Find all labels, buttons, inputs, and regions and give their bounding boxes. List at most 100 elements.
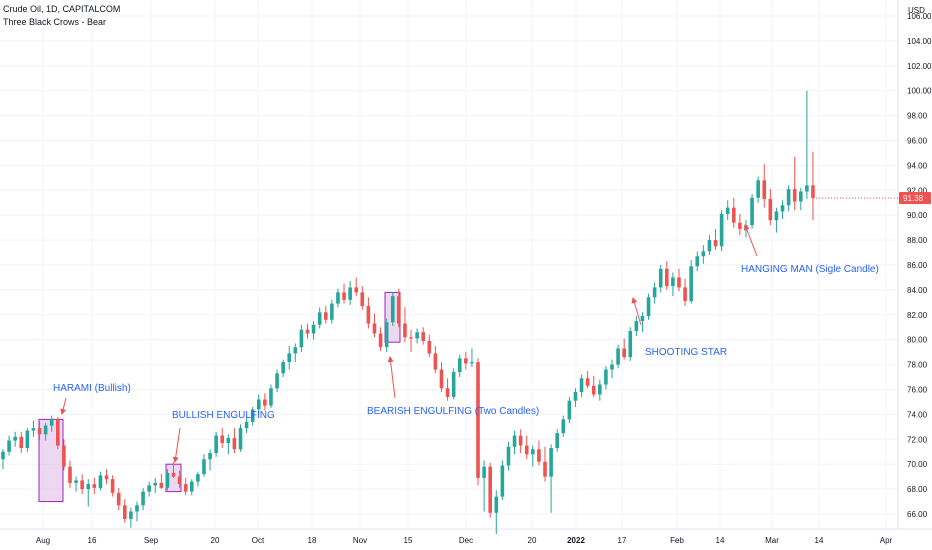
candle[interactable] bbox=[141, 487, 145, 511]
candle[interactable] bbox=[354, 277, 359, 297]
candle[interactable] bbox=[232, 428, 237, 453]
candle[interactable] bbox=[634, 316, 639, 336]
candle[interactable] bbox=[585, 370, 590, 389]
price-axis[interactable]: 66.00 68.00 70.00 72.00 74.00 76.00 78.00 80.00… bbox=[897, 0, 932, 550]
candle[interactable] bbox=[598, 379, 602, 401]
candle[interactable] bbox=[62, 439, 66, 471]
candle[interactable] bbox=[317, 307, 322, 329]
candle[interactable] bbox=[208, 449, 212, 471]
candle[interactable] bbox=[7, 435, 11, 456]
candle[interactable] bbox=[269, 384, 273, 409]
candle[interactable] bbox=[658, 265, 663, 293]
candle[interactable] bbox=[159, 474, 164, 490]
candle[interactable] bbox=[214, 431, 218, 457]
candle[interactable] bbox=[701, 245, 706, 264]
candle[interactable] bbox=[68, 460, 72, 488]
candle[interactable] bbox=[421, 327, 426, 345]
candle[interactable] bbox=[238, 424, 243, 452]
candle[interactable] bbox=[342, 283, 346, 304]
candle[interactable] bbox=[591, 375, 596, 397]
candle[interactable] bbox=[792, 156, 797, 211]
candle[interactable] bbox=[1, 449, 5, 470]
annotation-label[interactable]: HANGING MAN (Sigle Candle) bbox=[741, 264, 879, 275]
candle[interactable] bbox=[786, 185, 791, 212]
candle[interactable] bbox=[360, 286, 365, 310]
candle[interactable] bbox=[555, 429, 559, 452]
candle[interactable] bbox=[299, 324, 304, 353]
candle[interactable] bbox=[518, 429, 523, 453]
candle[interactable] bbox=[628, 327, 633, 361]
candle[interactable] bbox=[189, 479, 194, 496]
candle[interactable] bbox=[677, 268, 681, 292]
annotation-label[interactable]: HARAMI (Bullish) bbox=[53, 383, 131, 394]
candle[interactable] bbox=[110, 475, 115, 497]
candle[interactable] bbox=[652, 282, 657, 304]
candle[interactable] bbox=[336, 288, 340, 308]
candle[interactable] bbox=[482, 460, 486, 512]
candle[interactable] bbox=[488, 462, 492, 518]
candle[interactable] bbox=[689, 260, 693, 304]
candle[interactable] bbox=[244, 415, 249, 434]
candle[interactable] bbox=[311, 321, 316, 340]
candle[interactable] bbox=[25, 428, 30, 452]
candle[interactable] bbox=[366, 297, 371, 329]
time-axis[interactable]: Aug 16 Sep 20 Oct 18 Nov 15 Dec 20 2022 17 Feb 14 Mar 1… bbox=[0, 528, 932, 545]
candle[interactable] bbox=[537, 440, 541, 466]
candle[interactable] bbox=[123, 499, 127, 523]
candle[interactable] bbox=[500, 460, 505, 501]
candle[interactable] bbox=[177, 470, 182, 488]
candle[interactable] bbox=[37, 421, 42, 441]
candle[interactable] bbox=[98, 471, 103, 491]
candle[interactable] bbox=[470, 348, 474, 368]
candle[interactable] bbox=[275, 369, 279, 392]
candle[interactable] bbox=[439, 362, 444, 392]
candle[interactable] bbox=[305, 323, 310, 339]
candle[interactable] bbox=[640, 312, 645, 333]
candle[interactable] bbox=[457, 354, 462, 378]
candle[interactable] bbox=[86, 479, 91, 507]
candle[interactable] bbox=[43, 423, 48, 441]
candle[interactable] bbox=[768, 189, 773, 226]
candle[interactable] bbox=[13, 431, 17, 447]
candle[interactable] bbox=[707, 235, 712, 256]
candle[interactable] bbox=[567, 396, 572, 424]
candle[interactable] bbox=[610, 359, 614, 379]
candle[interactable] bbox=[330, 299, 334, 324]
candle[interactable] bbox=[713, 228, 718, 251]
candle[interactable] bbox=[695, 251, 700, 272]
candle[interactable] bbox=[196, 471, 200, 487]
candle[interactable] bbox=[427, 334, 432, 358]
candle[interactable] bbox=[287, 345, 292, 370]
annotation-label[interactable]: BEARISH ENGULFING (Two Candles) bbox=[367, 406, 539, 417]
candle[interactable] bbox=[165, 469, 170, 491]
candle[interactable] bbox=[506, 441, 511, 471]
candle[interactable] bbox=[573, 388, 578, 407]
candle[interactable] bbox=[323, 306, 328, 324]
candle[interactable] bbox=[616, 344, 620, 369]
candle[interactable] bbox=[811, 151, 815, 221]
candle[interactable] bbox=[543, 446, 547, 482]
candle[interactable] bbox=[750, 194, 754, 229]
candle[interactable] bbox=[433, 345, 438, 374]
candle[interactable] bbox=[415, 328, 419, 344]
candle[interactable] bbox=[293, 343, 298, 363]
candle[interactable] bbox=[732, 197, 736, 228]
candle[interactable] bbox=[390, 292, 395, 327]
candle[interactable] bbox=[494, 490, 499, 534]
candle[interactable] bbox=[805, 90, 809, 200]
candle[interactable] bbox=[646, 293, 651, 320]
candle[interactable] bbox=[171, 461, 176, 478]
candle[interactable] bbox=[281, 359, 285, 378]
candlestick-series[interactable] bbox=[1, 90, 815, 534]
candle[interactable] bbox=[263, 393, 267, 411]
candle[interactable] bbox=[719, 210, 724, 252]
candle[interactable] bbox=[384, 318, 389, 353]
candle[interactable] bbox=[683, 278, 687, 307]
candle[interactable] bbox=[250, 406, 255, 426]
candle[interactable] bbox=[56, 416, 60, 450]
candle[interactable] bbox=[397, 288, 401, 328]
candle[interactable] bbox=[531, 445, 535, 467]
candle[interactable] bbox=[403, 307, 407, 343]
candle[interactable] bbox=[378, 327, 383, 351]
candle[interactable] bbox=[104, 469, 109, 485]
